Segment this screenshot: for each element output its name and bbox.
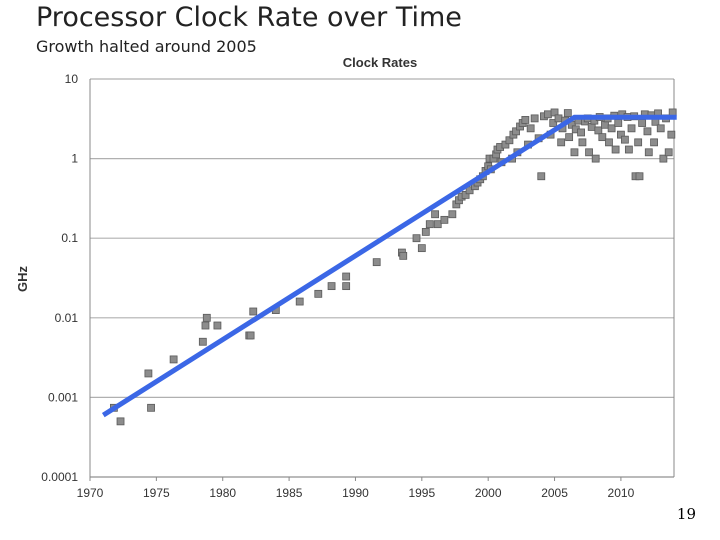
data-point bbox=[565, 133, 574, 142]
data-point bbox=[201, 321, 210, 330]
x-tick-label: 1995 bbox=[408, 486, 435, 500]
data-point bbox=[638, 119, 647, 127]
data-point bbox=[607, 124, 616, 133]
data-point bbox=[667, 130, 676, 139]
data-point bbox=[601, 120, 609, 129]
data-point bbox=[563, 109, 572, 117]
data-point bbox=[577, 128, 585, 137]
trend-line bbox=[101, 114, 677, 418]
data-point bbox=[644, 148, 653, 157]
data-point bbox=[202, 313, 211, 322]
data-point bbox=[570, 148, 579, 157]
data-point bbox=[249, 307, 258, 316]
data-point bbox=[557, 138, 566, 147]
data-point bbox=[314, 289, 323, 298]
x-tick-label: 1985 bbox=[276, 486, 303, 500]
data-point bbox=[635, 172, 644, 181]
data-point bbox=[624, 145, 633, 154]
page-number: 19 bbox=[676, 505, 696, 523]
y-tick-label: 1 bbox=[71, 152, 78, 166]
data-point bbox=[526, 124, 535, 133]
data-point bbox=[664, 148, 673, 157]
data-point bbox=[578, 138, 587, 147]
data-point bbox=[512, 127, 520, 136]
data-point bbox=[147, 403, 155, 412]
data-point bbox=[412, 234, 421, 243]
data-point bbox=[116, 417, 125, 426]
data-point bbox=[399, 251, 408, 260]
data-point bbox=[617, 130, 625, 139]
y-tick-label: 10 bbox=[65, 72, 79, 86]
data-point bbox=[501, 140, 510, 149]
x-tick-label: 2005 bbox=[541, 486, 568, 500]
data-point bbox=[431, 210, 439, 219]
x-tick-label: 1980 bbox=[209, 486, 236, 500]
data-point bbox=[440, 215, 449, 224]
data-point bbox=[417, 244, 426, 253]
data-point bbox=[620, 135, 629, 144]
chart-title: Clock Rates bbox=[343, 55, 417, 70]
data-point bbox=[448, 210, 457, 219]
data-point bbox=[461, 190, 470, 199]
slide-title: Processor Clock Rate over Time bbox=[36, 2, 462, 33]
axis-ticks: 10 1 0.1 0.01 0.001 0.0001 1970 1975 1980 1985 199… bbox=[41, 72, 634, 500]
slide-subtitle: Growth halted around 2005 bbox=[36, 37, 257, 56]
data-point bbox=[246, 331, 255, 340]
data-point bbox=[433, 220, 442, 229]
data-points bbox=[109, 108, 677, 426]
data-point bbox=[549, 119, 558, 127]
data-point bbox=[327, 282, 336, 291]
data-point bbox=[598, 133, 607, 142]
data-point bbox=[634, 138, 643, 147]
data-point bbox=[643, 127, 652, 136]
data-point bbox=[198, 337, 207, 346]
data-point bbox=[656, 124, 665, 133]
data-point bbox=[594, 126, 603, 135]
data-point bbox=[421, 227, 430, 236]
data-point bbox=[627, 124, 636, 133]
data-point bbox=[530, 114, 539, 123]
data-point bbox=[544, 110, 552, 119]
data-point bbox=[550, 108, 559, 117]
data-point bbox=[505, 136, 514, 145]
data-point bbox=[521, 116, 530, 124]
y-tick-label: 0.0001 bbox=[41, 470, 78, 484]
data-point bbox=[372, 258, 381, 267]
data-point bbox=[144, 369, 153, 378]
y-tick-label: 0.01 bbox=[55, 311, 79, 325]
data-point bbox=[585, 148, 593, 157]
data-point bbox=[605, 138, 613, 147]
y-tick-label: 0.001 bbox=[48, 390, 78, 404]
data-point bbox=[465, 186, 474, 195]
data-point bbox=[342, 282, 351, 291]
data-point bbox=[425, 220, 434, 229]
data-point bbox=[611, 145, 620, 154]
y-axis-label: GHz bbox=[15, 266, 30, 293]
data-point bbox=[554, 114, 563, 123]
x-tick-label: 1990 bbox=[342, 486, 369, 500]
data-point bbox=[591, 154, 600, 163]
x-tick-label: 1970 bbox=[77, 486, 104, 500]
data-point bbox=[342, 272, 351, 281]
y-tick-label: 0.1 bbox=[61, 231, 78, 245]
data-point bbox=[659, 154, 668, 163]
data-point bbox=[169, 355, 178, 364]
data-point bbox=[537, 172, 546, 181]
x-tick-label: 2010 bbox=[608, 486, 635, 500]
data-point bbox=[213, 321, 222, 330]
grid-lines bbox=[89, 78, 675, 478]
data-point bbox=[295, 297, 304, 306]
data-point bbox=[614, 119, 623, 127]
x-tick-label: 1975 bbox=[143, 486, 170, 500]
trend-layer bbox=[101, 114, 677, 418]
x-tick-label: 2000 bbox=[475, 486, 502, 500]
data-point bbox=[650, 138, 658, 147]
